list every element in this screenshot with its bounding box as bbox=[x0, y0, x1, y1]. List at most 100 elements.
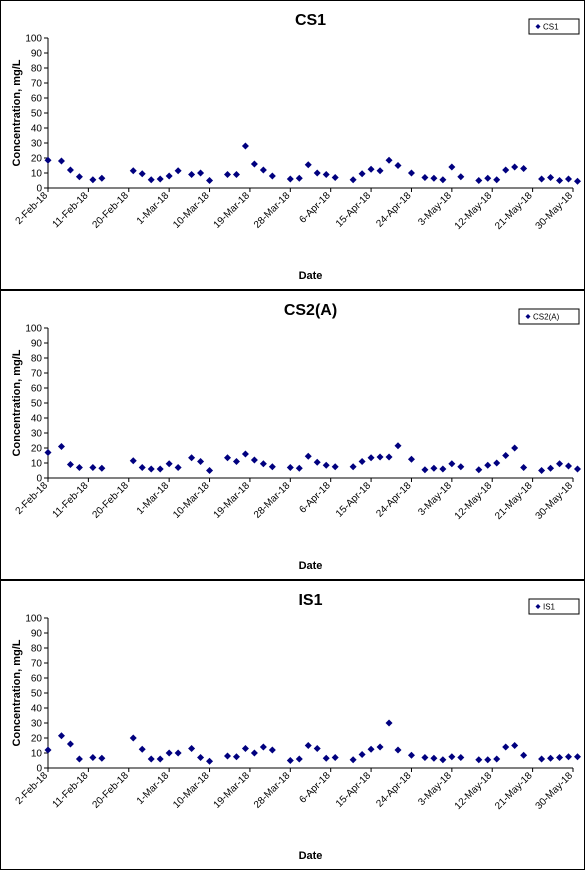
y-axis-label: Concentration, mg/L bbox=[11, 59, 23, 166]
legend-box bbox=[528, 598, 580, 615]
x-tick-label: 11-Feb-18 bbox=[51, 770, 91, 810]
data-point bbox=[44, 449, 52, 456]
data-point bbox=[475, 466, 483, 474]
data-point bbox=[448, 163, 456, 171]
x-axis-label: Date bbox=[299, 270, 323, 282]
data-point bbox=[547, 174, 555, 181]
data-point bbox=[484, 756, 492, 764]
x-tick-label: 6-Apr-18 bbox=[298, 190, 334, 226]
x-tick-label: 28-Mar-18 bbox=[252, 770, 293, 811]
y-tick-label: 100 bbox=[25, 324, 42, 335]
data-point bbox=[322, 461, 330, 469]
data-point bbox=[407, 169, 415, 177]
data-point bbox=[475, 756, 483, 764]
x-tick-label: 24-Apr-18 bbox=[374, 190, 414, 230]
x-tick-label: 21-May-18 bbox=[493, 190, 535, 232]
data-point bbox=[232, 753, 240, 761]
data-point bbox=[565, 753, 573, 761]
data-point bbox=[448, 753, 456, 761]
data-point bbox=[156, 755, 164, 763]
x-tick-label: 20-Feb-18 bbox=[90, 480, 131, 521]
data-point bbox=[304, 161, 312, 169]
data-point bbox=[313, 458, 321, 466]
x-tick-label: 6-Apr-18 bbox=[298, 770, 334, 806]
data-point bbox=[129, 167, 137, 175]
x-tick-label: 15-Apr-18 bbox=[334, 770, 374, 810]
x-tick-label: 30-May-18 bbox=[534, 770, 576, 812]
y-tick-label: 10 bbox=[31, 169, 43, 180]
data-point bbox=[57, 157, 65, 165]
x-tick-label: 28-Mar-18 bbox=[252, 190, 293, 231]
data-point bbox=[547, 754, 555, 762]
y-tick-label: 20 bbox=[31, 734, 43, 745]
data-point bbox=[295, 755, 303, 763]
y-tick-label: 0 bbox=[36, 474, 42, 485]
data-point bbox=[511, 444, 519, 452]
legend-box bbox=[528, 18, 580, 35]
data-point bbox=[268, 463, 276, 471]
x-tick-label: 21-May-18 bbox=[493, 480, 535, 522]
chart-title: CS1 bbox=[295, 12, 326, 29]
y-tick-label: 10 bbox=[31, 459, 43, 470]
data-point bbox=[197, 169, 205, 177]
data-point bbox=[75, 464, 83, 471]
data-point bbox=[322, 171, 330, 178]
data-point bbox=[565, 175, 573, 183]
y-axis-label: Concentration, mg/L bbox=[11, 639, 23, 746]
x-tick-label: 1-Mar-18 bbox=[135, 190, 172, 227]
data-point bbox=[385, 453, 393, 461]
data-point bbox=[165, 460, 173, 468]
legend-marker bbox=[525, 314, 531, 319]
y-tick-label: 30 bbox=[31, 429, 43, 440]
data-point bbox=[367, 454, 375, 462]
y-tick-label: 0 bbox=[36, 184, 42, 195]
data-point bbox=[241, 142, 249, 150]
y-tick-label: 30 bbox=[31, 719, 43, 730]
data-point bbox=[439, 465, 447, 473]
y-tick-label: 70 bbox=[31, 659, 43, 670]
data-point bbox=[129, 734, 137, 742]
data-point bbox=[502, 452, 510, 459]
legend-box bbox=[518, 308, 580, 325]
data-point bbox=[268, 746, 276, 754]
data-point bbox=[493, 755, 501, 763]
x-axis-label: Date bbox=[299, 560, 323, 572]
x-tick-label: 11-Feb-18 bbox=[51, 190, 91, 230]
data-point bbox=[430, 174, 438, 182]
x-tick-label: 21-May-18 bbox=[493, 770, 535, 812]
data-point bbox=[295, 174, 303, 182]
x-tick-label: 11-Feb-18 bbox=[51, 480, 91, 520]
data-point bbox=[511, 742, 519, 749]
chart-title: CS2(A) bbox=[284, 302, 337, 319]
data-point bbox=[206, 177, 214, 184]
data-point bbox=[538, 755, 546, 763]
data-point bbox=[206, 757, 214, 765]
x-tick-label: 28-Mar-18 bbox=[252, 480, 293, 521]
data-point bbox=[174, 749, 182, 757]
data-point bbox=[502, 743, 510, 751]
data-point bbox=[89, 176, 97, 184]
data-point bbox=[376, 453, 384, 461]
data-point bbox=[66, 461, 74, 468]
data-point bbox=[484, 174, 492, 182]
y-tick-label: 40 bbox=[31, 124, 43, 135]
data-point bbox=[520, 751, 528, 759]
x-tick-label: 19-Mar-18 bbox=[212, 190, 253, 231]
data-point bbox=[538, 175, 546, 183]
x-axis-label: Date bbox=[299, 850, 323, 862]
y-tick-label: 60 bbox=[31, 94, 43, 105]
x-tick-label: 2-Feb-18 bbox=[14, 770, 51, 807]
y-tick-label: 100 bbox=[25, 614, 42, 625]
data-point bbox=[439, 176, 447, 184]
y-tick-label: 80 bbox=[31, 64, 43, 75]
data-point bbox=[232, 458, 240, 465]
data-point bbox=[304, 742, 312, 749]
data-point bbox=[206, 467, 214, 474]
legend-marker bbox=[535, 24, 541, 29]
data-point bbox=[241, 450, 249, 458]
data-point bbox=[66, 740, 74, 748]
data-point bbox=[421, 466, 429, 474]
data-point bbox=[147, 755, 155, 763]
data-point bbox=[57, 443, 65, 450]
data-point bbox=[174, 464, 182, 471]
